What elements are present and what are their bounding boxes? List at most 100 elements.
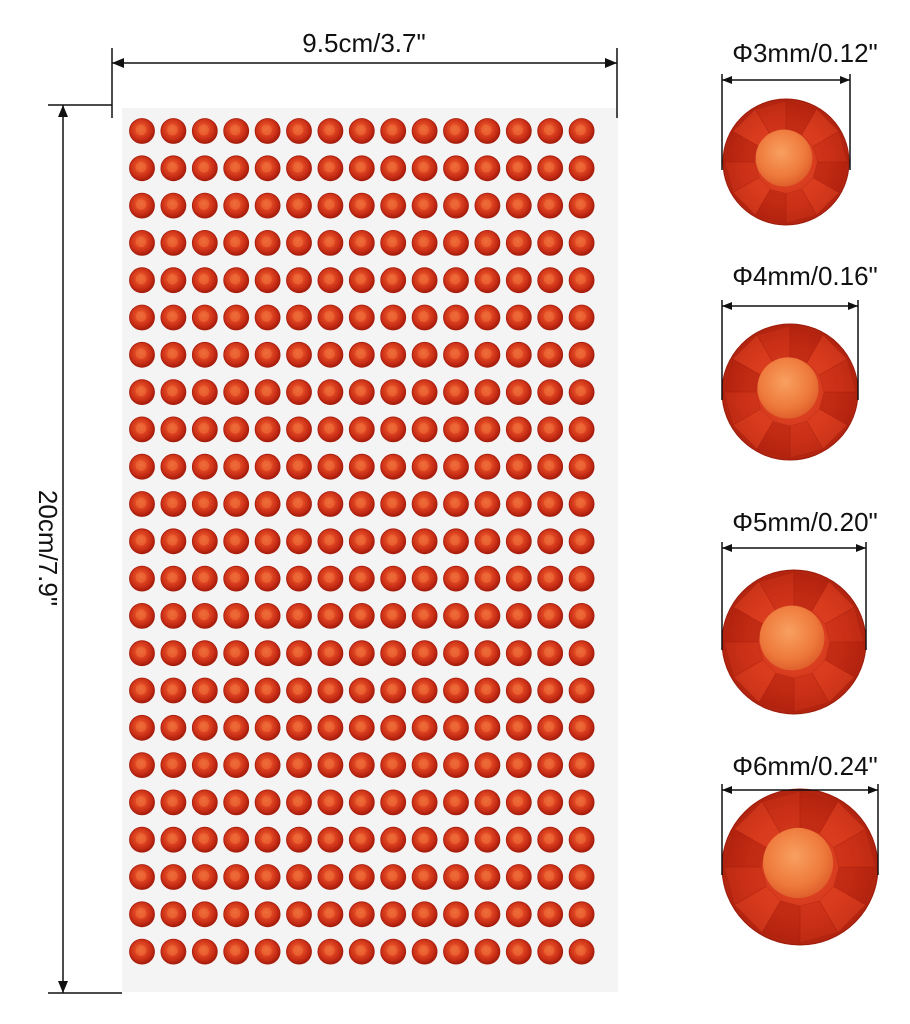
rhinestone <box>474 714 501 741</box>
rhinestone <box>537 229 564 256</box>
rhinestone <box>568 826 595 853</box>
rhinestone <box>160 229 187 256</box>
rhinestone <box>505 789 532 816</box>
rhinestone <box>568 565 595 592</box>
rhinestone <box>317 826 344 853</box>
rhinestone <box>317 901 344 928</box>
rhinestone <box>348 192 375 219</box>
rhinestone <box>568 341 595 368</box>
rhinestone <box>474 379 501 406</box>
rhinestone-4mm <box>721 323 859 461</box>
rhinestone <box>411 491 438 517</box>
rhinestone <box>474 938 501 965</box>
width-dimension <box>111 48 618 118</box>
rhinestone <box>254 565 281 592</box>
rhinestone <box>474 267 501 294</box>
rhinestone <box>411 640 438 667</box>
rhinestone <box>443 267 469 294</box>
rhinestone <box>286 192 312 219</box>
rhinestone <box>317 118 344 144</box>
rhinestone <box>160 416 187 443</box>
size-gems <box>721 74 879 946</box>
rhinestone <box>568 192 595 219</box>
rhinestone <box>348 640 375 667</box>
rhinestone <box>474 304 501 331</box>
rhinestone <box>317 155 344 182</box>
rhinestone <box>474 901 501 928</box>
rhinestone <box>223 341 250 368</box>
rhinestone <box>286 491 312 517</box>
rhinestone <box>348 714 375 741</box>
rhinestone <box>537 789 564 816</box>
rhinestone <box>223 938 250 965</box>
rhinestone <box>223 864 250 890</box>
rhinestone <box>129 528 155 555</box>
rhinestone <box>537 677 564 704</box>
rhinestone <box>443 453 469 480</box>
rhinestone-5mm <box>721 569 867 715</box>
rhinestone <box>505 229 532 256</box>
rhinestone <box>254 901 281 928</box>
rhinestone <box>254 304 281 331</box>
rhinestone <box>191 491 218 517</box>
rhinestone <box>411 938 438 965</box>
rhinestone <box>160 603 187 629</box>
rhinestone <box>160 118 187 144</box>
rhinestone <box>380 640 407 667</box>
rhinestone <box>474 603 501 629</box>
rhinestone <box>129 603 155 629</box>
rhinestone <box>254 528 281 555</box>
rhinestone <box>129 416 155 443</box>
rhinestone <box>474 864 501 890</box>
rhinestone <box>537 491 564 517</box>
rhinestone <box>537 118 564 144</box>
rhinestone <box>348 528 375 555</box>
rhinestone <box>223 118 250 144</box>
rhinestone <box>160 528 187 555</box>
rhinestone <box>191 938 218 965</box>
rhinestone <box>286 752 312 778</box>
rhinestone <box>191 379 218 406</box>
rhinestone <box>191 267 218 294</box>
rhinestone <box>568 229 595 256</box>
rhinestone <box>411 864 438 890</box>
rhinestone <box>537 155 564 182</box>
rhinestone <box>348 229 375 256</box>
rhinestone <box>443 341 469 368</box>
rhinestone <box>286 118 312 144</box>
rhinestone <box>191 640 218 667</box>
rhinestone <box>160 565 187 592</box>
rhinestone <box>223 453 250 480</box>
rhinestone <box>129 714 155 741</box>
rhinestone <box>160 938 187 965</box>
rhinestone <box>348 379 375 406</box>
rhinestone <box>505 864 532 890</box>
rhinestone <box>380 491 407 517</box>
rhinestone <box>348 565 375 592</box>
rhinestone <box>254 677 281 704</box>
rhinestone <box>505 118 532 144</box>
rhinestone <box>223 901 250 928</box>
rhinestone <box>537 714 564 741</box>
rhinestone <box>254 267 281 294</box>
rhinestone <box>160 752 187 778</box>
rhinestone <box>317 267 344 294</box>
rhinestone <box>411 118 438 144</box>
rhinestone <box>443 640 469 667</box>
rhinestone <box>254 603 281 629</box>
rhinestone <box>254 379 281 406</box>
rhinestone <box>443 304 469 331</box>
rhinestone <box>160 640 187 667</box>
rhinestone <box>223 603 250 629</box>
rhinestone <box>254 491 281 517</box>
rhinestone <box>568 938 595 965</box>
rhinestone <box>286 453 312 480</box>
rhinestone <box>129 192 155 219</box>
rhinestone <box>568 304 595 331</box>
rhinestone <box>254 192 281 219</box>
rhinestone <box>505 491 532 517</box>
rhinestone <box>286 714 312 741</box>
height-arrow-bottom <box>58 981 68 993</box>
rhinestone <box>380 267 407 294</box>
rhinestone <box>537 752 564 778</box>
